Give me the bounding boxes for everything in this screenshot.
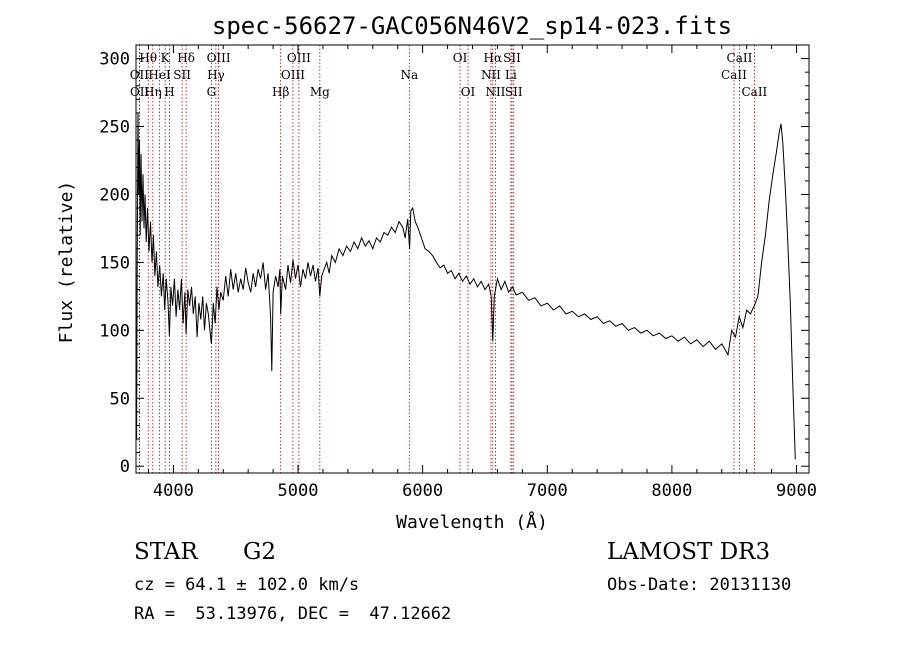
chart-title: spec-56627-GAC056N46V2_sp14-023.fits	[212, 12, 732, 40]
survey-name: LAMOST DR3	[607, 539, 771, 565]
subclass: G2	[243, 539, 277, 565]
spectral-line-label: Na	[400, 68, 418, 82]
plot-frame	[135, 44, 810, 474]
y-tick-label: 0	[120, 457, 130, 477]
spectral-line-markers	[138, 45, 755, 473]
redshift-value: cz = 64.1 ± 102.0 km/s	[134, 575, 360, 595]
spectral-line-label: G	[207, 85, 217, 99]
x-tick-label: 8000	[651, 481, 692, 501]
coordinates: RA = 53.13976, DEC = 47.12662	[134, 604, 452, 624]
spectral-line-label: OIII	[287, 51, 311, 65]
spectral-line-label: NII	[485, 85, 505, 99]
x-tick-label: 6000	[402, 481, 443, 501]
y-axis-label: Flux (relative)	[56, 181, 77, 344]
spectral-line-label: OII	[130, 68, 150, 82]
y-axis-ticks: 0 50 100 150 200 250 300	[99, 50, 809, 477]
spectral-line-label: Hη	[144, 85, 162, 99]
y-tick-label: 50	[110, 389, 130, 409]
y-tick-label: 100	[99, 321, 130, 341]
spectral-line-label: Li	[505, 68, 517, 82]
x-axis-label: Wavelength (Å)	[396, 511, 548, 530]
y-tick-label: 300	[99, 50, 130, 70]
spectral-line-label: Hβ	[272, 85, 289, 99]
spectral-line-label: OI	[453, 51, 468, 65]
observation-date: Obs-Date: 20131130	[607, 575, 792, 595]
spectral-line-label: CaII	[741, 85, 767, 99]
spectral-line-label: Hθ	[139, 51, 157, 65]
spectral-line-label: SII	[173, 68, 191, 82]
spectral-line-label: OII	[130, 85, 150, 99]
y-tick-label: 250	[99, 118, 130, 138]
spectral-line-label: H	[164, 85, 174, 99]
x-tick-label: 7000	[527, 481, 568, 501]
spectral-line-label: CaII	[727, 51, 753, 65]
spectral-line-labels: Hθ OII OII K HeI Hη SII H Hδ OIII Hγ G OIII OIII Hβ Mg N…	[130, 51, 768, 99]
x-tick-label: 9000	[776, 481, 817, 501]
spectral-line-label: K	[161, 51, 171, 65]
spectral-line-label: Hα	[484, 51, 503, 65]
spectral-line-label: NII	[481, 68, 501, 82]
x-tick-label: 5000	[278, 481, 319, 501]
spectrum-chart: spec-56627-GAC056N46V2_sp14-023.fits Hθ O…	[56, 12, 817, 530]
y-tick-label: 150	[99, 253, 130, 273]
spectral-line-label: HeI	[148, 68, 171, 82]
spectral-line-label: OI	[461, 85, 476, 99]
spectral-line-label: CaII	[721, 68, 747, 82]
spectrum-line	[135, 112, 796, 460]
y-tick-label: 200	[99, 185, 130, 205]
x-tick-label: 4000	[153, 481, 194, 501]
spectral-line-label: Hγ	[207, 68, 225, 82]
spectral-line-label: OIII	[207, 51, 231, 65]
object-type: STAR	[134, 539, 198, 565]
spectral-line-label: SII	[505, 85, 523, 99]
spectral-line-label: Hδ	[177, 51, 195, 65]
spectral-line-label: SII	[503, 51, 521, 65]
spectral-line-label: Mg	[310, 85, 330, 99]
spectral-line-label: OIII	[281, 68, 305, 82]
x-axis-ticks: 4000 5000 6000 7000 8000 9000	[147, 45, 817, 501]
